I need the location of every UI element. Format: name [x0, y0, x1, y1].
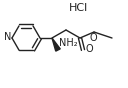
Text: O: O	[89, 33, 97, 43]
Text: HCl: HCl	[69, 3, 89, 13]
Text: NH₂: NH₂	[59, 38, 78, 48]
Text: N: N	[4, 32, 11, 43]
Text: O: O	[86, 44, 94, 54]
Polygon shape	[52, 38, 60, 51]
